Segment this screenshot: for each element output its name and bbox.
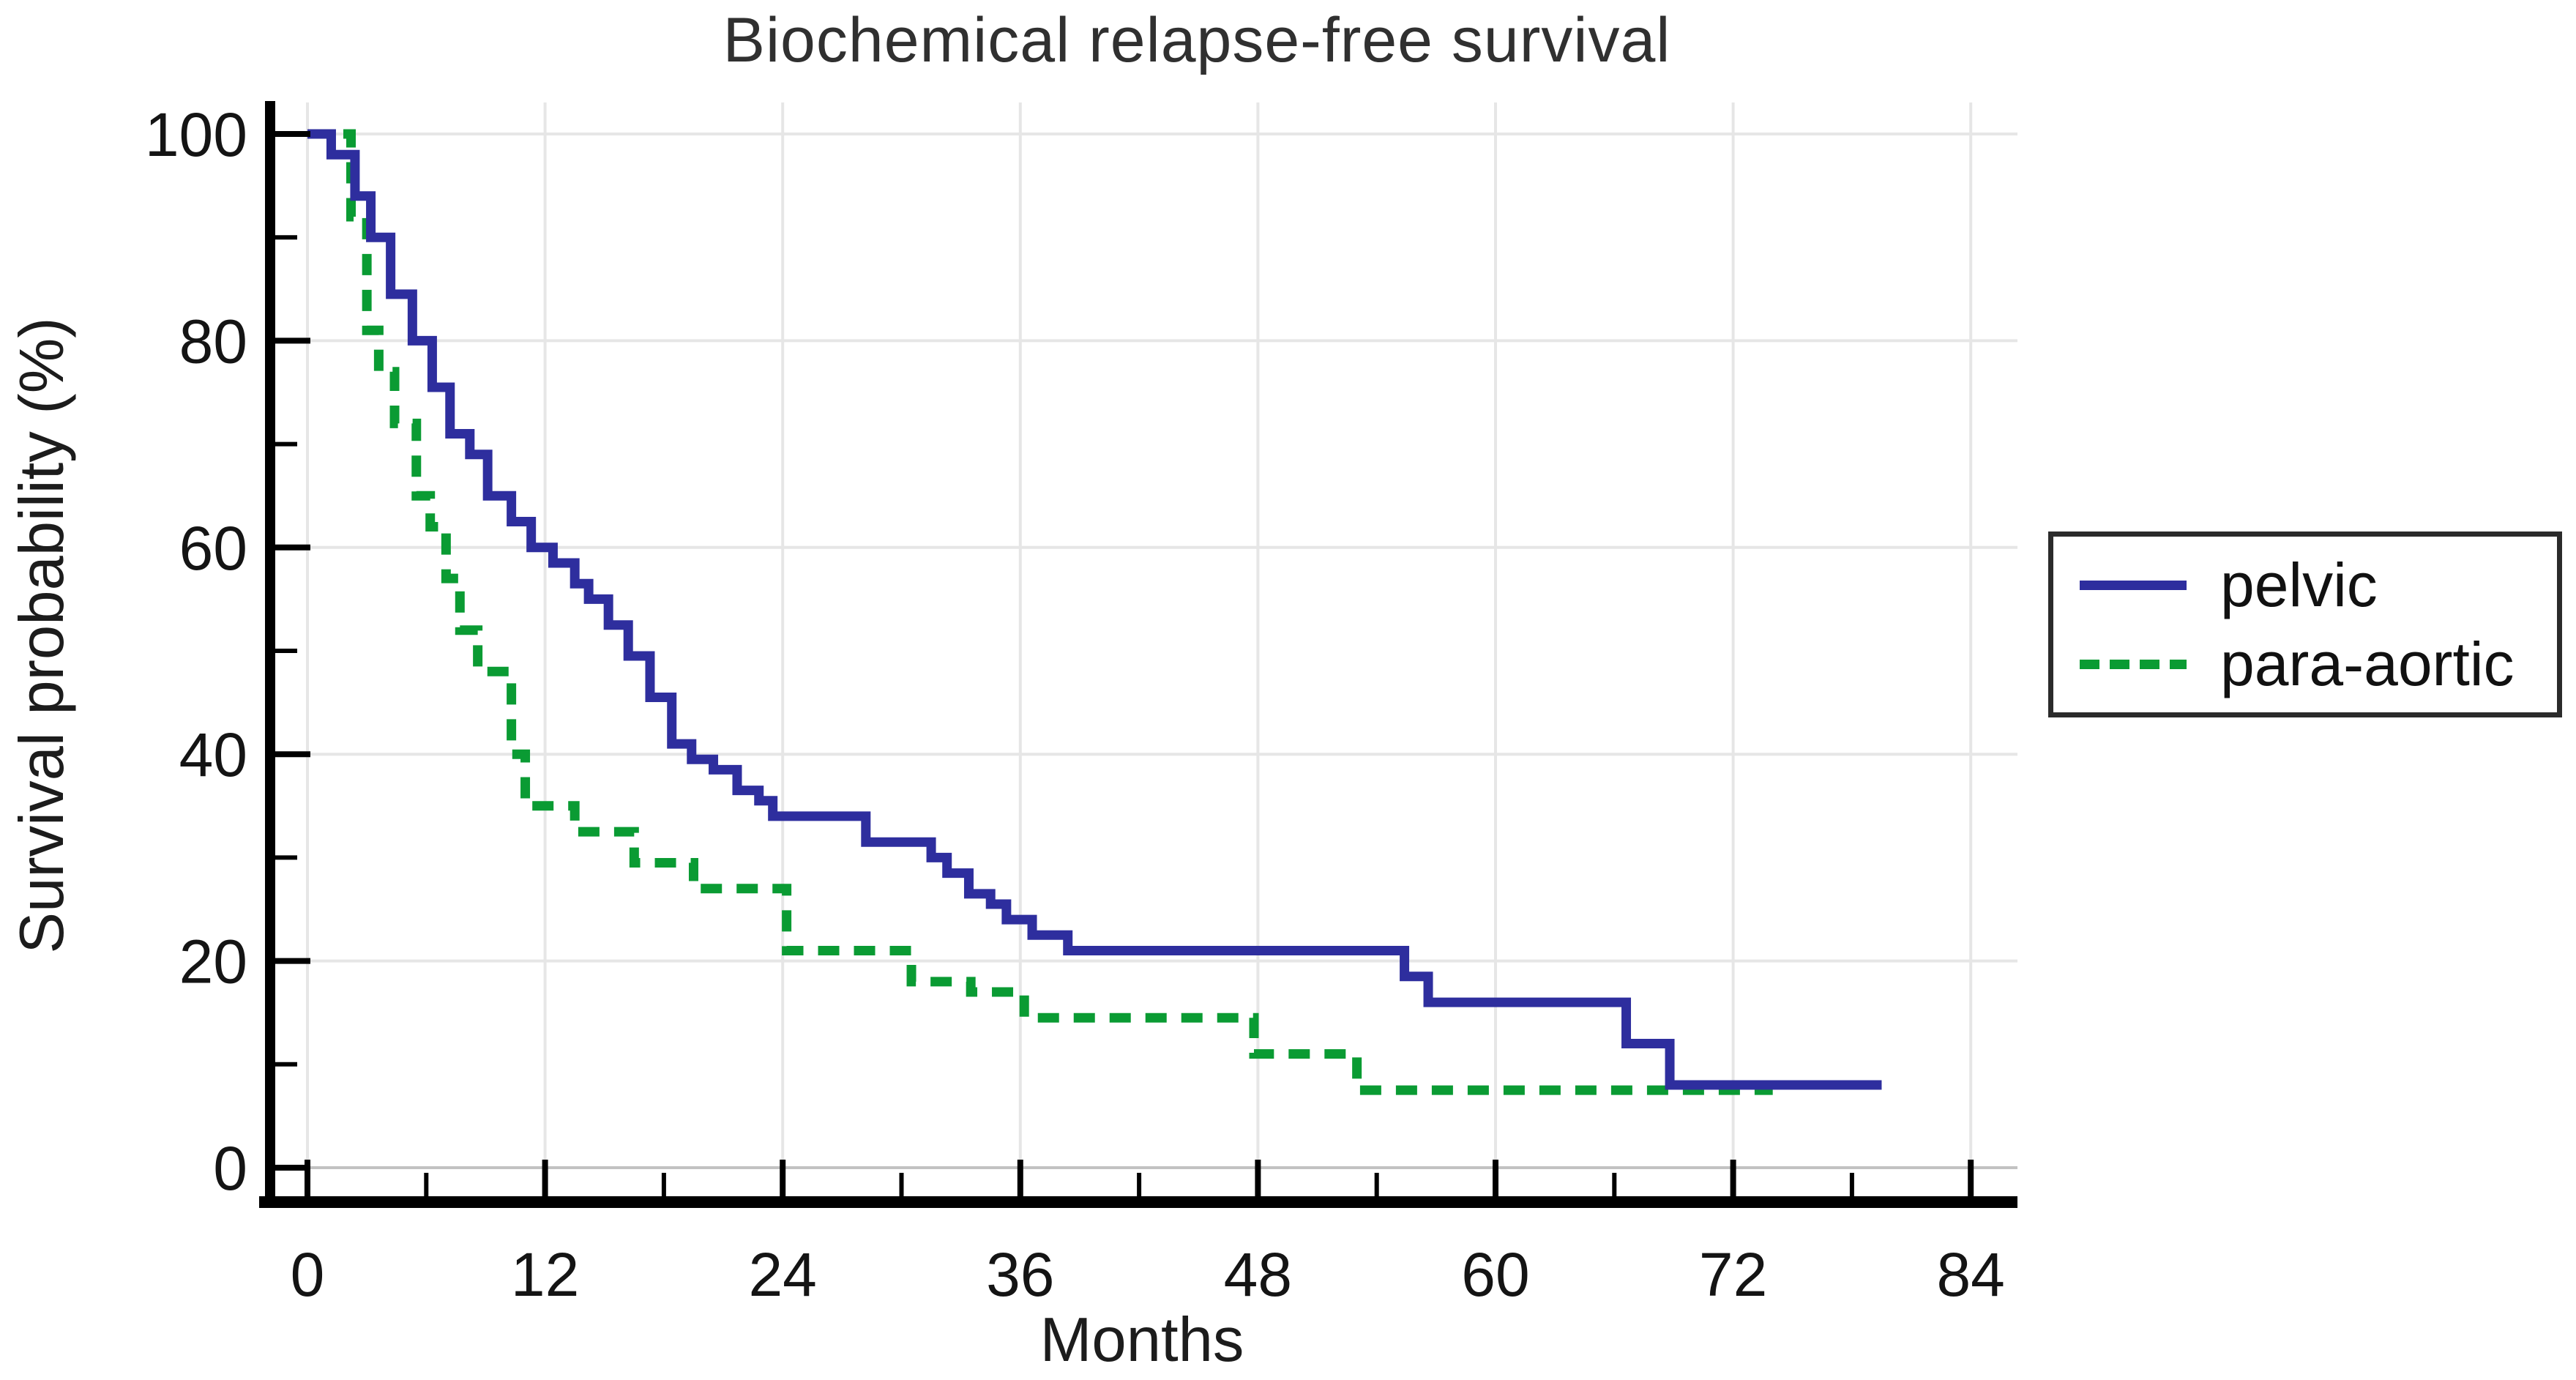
pelvic-curve [307,129,1882,1090]
y-tick-label: 0 [213,1134,247,1203]
para-aortic-curve [307,129,1773,1095]
y-tick-label: 60 [179,514,247,583]
legend: pelvic para-aortic [2048,532,2562,717]
pelvic-line-swatch [2080,580,2187,590]
legend-label: para-aortic [2220,630,2515,698]
legend-item-para-aortic: para-aortic [2080,633,2557,695]
y-tick-label: 100 [145,100,247,169]
x-tick-label: 24 [748,1240,816,1309]
y-tick-label: 40 [179,720,247,789]
x-tick-label: 72 [1699,1240,1767,1309]
x-tick-label: 36 [986,1240,1054,1309]
legend-label: pelvic [2220,551,2378,619]
y-tick-label: 80 [179,307,247,376]
y-tick-label: 20 [179,928,247,996]
x-tick-label: 48 [1224,1240,1292,1309]
legend-item-pelvic: pelvic [2080,554,2557,616]
x-tick-label: 0 [291,1240,325,1309]
chart-title: Biochemical relapse-free survival [723,5,1671,75]
x-tick-label: 84 [1936,1240,2004,1309]
x-tick-label: 60 [1461,1240,1529,1309]
x-tick-label: 12 [511,1240,579,1309]
para-aortic-line-swatch [2080,659,2187,669]
x-axis-title: Months [1039,1305,1244,1375]
